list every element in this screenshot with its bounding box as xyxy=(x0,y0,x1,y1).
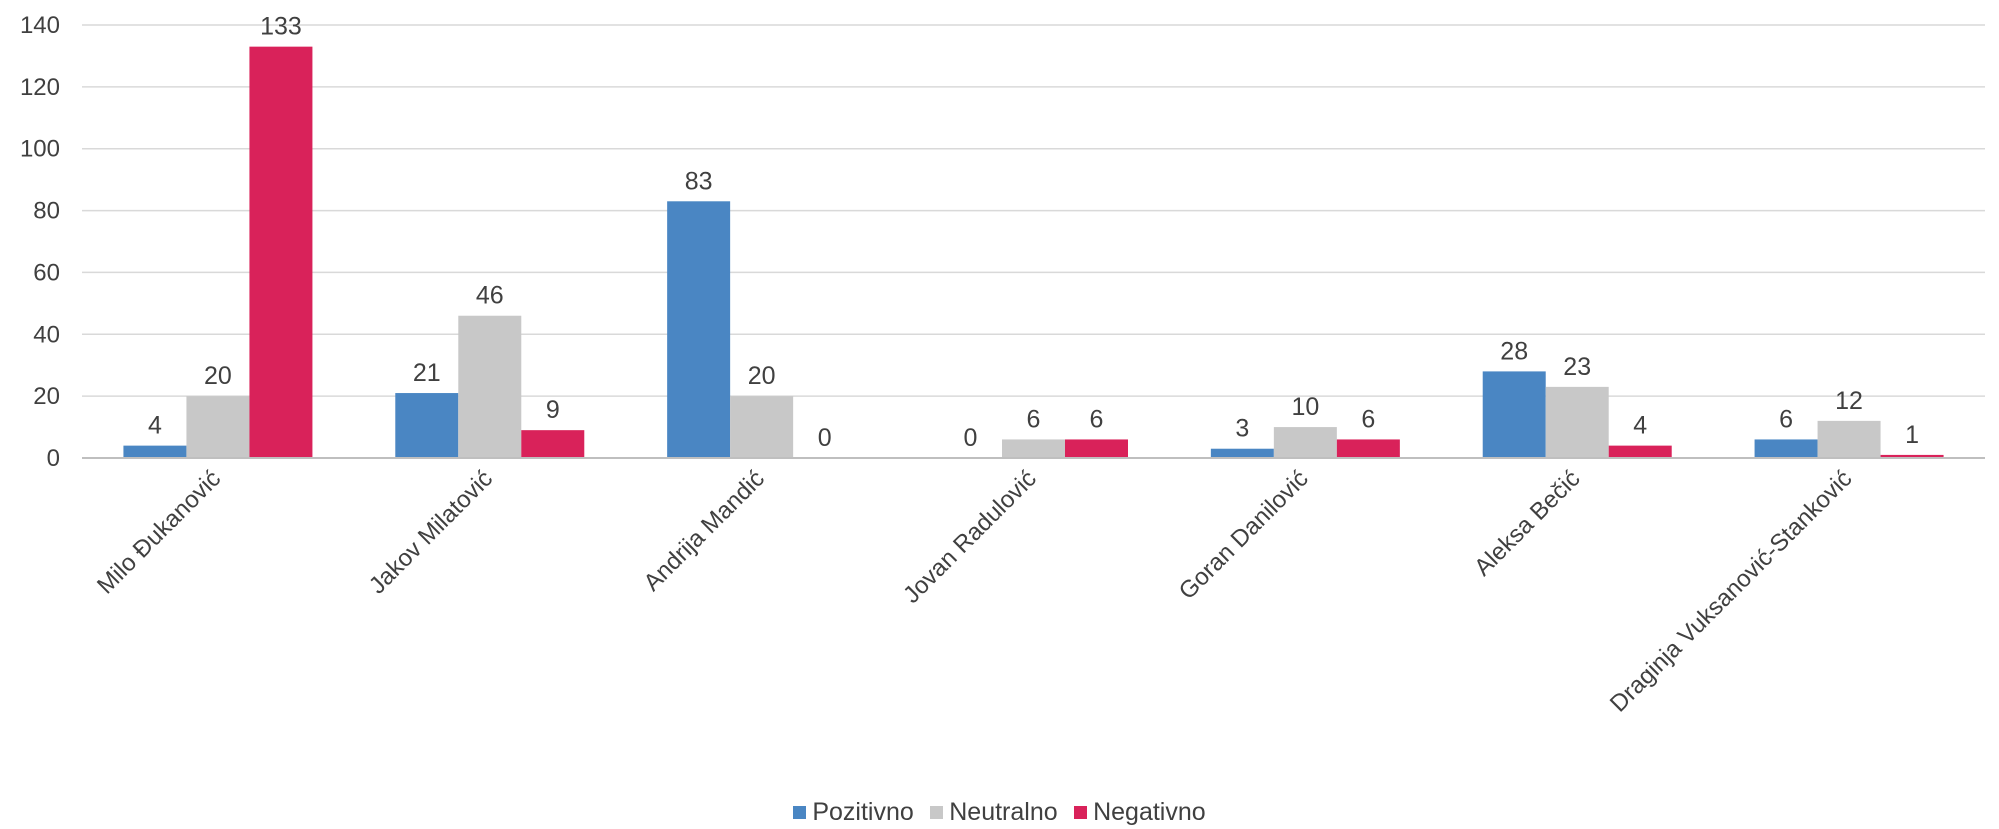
bar-neutralno xyxy=(1002,439,1065,458)
bar-pozitivno xyxy=(1210,448,1274,458)
y-tick-label: 140 xyxy=(20,12,60,39)
data-label: 12 xyxy=(1835,387,1863,415)
legend-swatch-pozitivno xyxy=(793,806,807,819)
bar-negativno xyxy=(1880,454,1944,458)
category-label: Draginja Vuksanović-Stanković xyxy=(1605,465,1857,717)
legend-swatch-neutralno xyxy=(930,806,944,819)
data-label: 10 xyxy=(1291,393,1319,421)
legend-label-negativno: Negativno xyxy=(1093,798,1206,826)
category-label: Jovan Radulović xyxy=(898,465,1042,609)
bar-neutralno xyxy=(730,396,794,458)
bar-pozitivno xyxy=(395,393,459,458)
data-label: 133 xyxy=(260,13,302,41)
data-label: 0 xyxy=(964,424,978,452)
data-label: 6 xyxy=(1090,405,1104,433)
legend-label-pozitivno: Pozitivno xyxy=(812,798,914,826)
data-label: 6 xyxy=(1779,405,1793,433)
category-label: Milo Đukanović xyxy=(92,465,226,599)
bars xyxy=(123,46,1944,459)
data-label: 4 xyxy=(148,412,162,440)
y-tick-label: 100 xyxy=(20,136,60,163)
category-label: Andrija Mandić xyxy=(639,465,770,596)
y-tick-label: 120 xyxy=(20,74,60,101)
bar-neutralno xyxy=(1273,427,1337,458)
bar-negativno xyxy=(521,430,585,458)
bar-negativno xyxy=(1608,445,1672,458)
data-label: 46 xyxy=(476,282,504,310)
category-label: Goran Danilović xyxy=(1174,465,1314,605)
bar-pozitivno xyxy=(1754,439,1818,458)
y-tick-label: 40 xyxy=(33,321,60,348)
category-label: Aleksa Bečić xyxy=(1469,465,1585,581)
legend-item-negativno: Negativno xyxy=(1074,798,1206,827)
legend-item-pozitivno: Pozitivno xyxy=(793,798,914,827)
bar-neutralno xyxy=(1545,386,1609,458)
data-label: 20 xyxy=(204,362,232,390)
data-label: 0 xyxy=(818,424,832,452)
data-label: 6 xyxy=(1027,405,1041,433)
data-label: 23 xyxy=(1563,353,1591,381)
bar-negativno xyxy=(1336,439,1400,458)
data-label: 9 xyxy=(546,396,560,424)
data-label: 20 xyxy=(748,362,776,390)
data-label: 21 xyxy=(413,359,441,387)
category-label: Jakov Milatović xyxy=(364,465,498,599)
y-tick-label: 0 xyxy=(47,445,60,472)
legend-item-neutralno: Neutralno xyxy=(930,798,1058,827)
bar-neutralno xyxy=(186,396,250,458)
bar-neutralno xyxy=(458,315,522,458)
bar-negativno xyxy=(249,46,313,459)
data-label: 83 xyxy=(685,167,713,195)
data-label: 3 xyxy=(1235,415,1249,443)
bar-pozitivno xyxy=(1482,371,1546,458)
y-axis-ticks: 0 20 40 60 80 100 120 140 xyxy=(20,12,60,472)
bar-pozitivno xyxy=(667,201,731,459)
y-tick-label: 20 xyxy=(33,383,60,410)
bar-pozitivno xyxy=(123,445,187,458)
legend: Pozitivno Neutralno Negativno xyxy=(0,798,1999,827)
data-label: 28 xyxy=(1500,337,1528,365)
bar-negativno xyxy=(1065,439,1128,458)
y-tick-label: 60 xyxy=(33,259,60,286)
y-tick-label: 80 xyxy=(33,198,60,225)
bar-neutralno xyxy=(1817,420,1881,458)
data-label: 6 xyxy=(1361,405,1375,433)
data-label: 1 xyxy=(1905,421,1919,449)
category-labels: Milo Đukanović Jakov Milatović Andrija Man… xyxy=(92,465,1857,717)
legend-label-neutralno: Neutralno xyxy=(949,798,1058,826)
data-label: 4 xyxy=(1633,412,1647,440)
gridlines xyxy=(82,24,1985,397)
legend-swatch-negativno xyxy=(1074,806,1088,819)
